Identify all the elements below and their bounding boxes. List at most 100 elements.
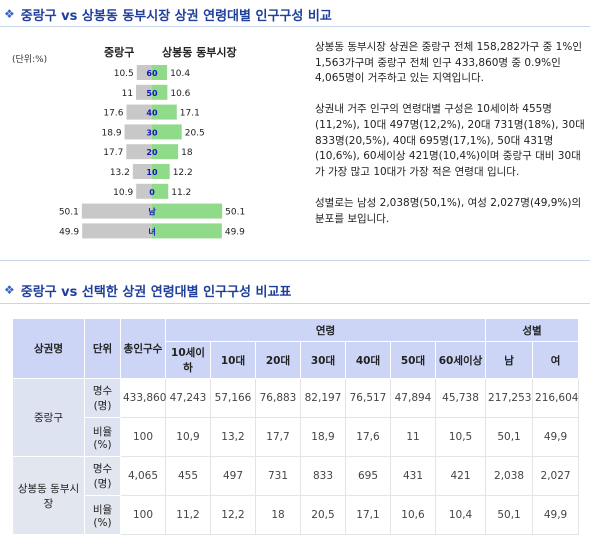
category-label: 남 (148, 207, 156, 217)
table-cell: 100 (120, 417, 166, 457)
data-label-left: 18.9 (102, 128, 122, 138)
header-age: 10세이하 (165, 341, 211, 379)
bar-left (136, 183, 152, 199)
table-cell: 45,738 (434, 378, 487, 418)
table-cell: 17,7 (255, 417, 301, 457)
bar-right (152, 183, 169, 199)
data-label-left: 49.9 (59, 227, 79, 237)
bar-right (152, 223, 222, 239)
description-paragraph-2: 상권내 거주 인구의 연령대별 구성은 10세이하 455명(11,2%), 1… (315, 103, 585, 178)
table-cell: 695 (345, 456, 391, 496)
unit-note: (단위:%) (12, 55, 48, 65)
bar-left (81, 203, 152, 219)
table-cell: 421 (434, 456, 487, 496)
data-label-left: 11 (122, 89, 133, 99)
table-cell: 50,1 (485, 417, 534, 457)
category-label: 30 (146, 128, 158, 137)
category-label: 40 (146, 109, 158, 118)
table-cell: 731 (255, 456, 301, 496)
section-title-2: ❖ 중랑구 vs 선택한 상권 연령대별 인구구성 비교표 (4, 279, 291, 301)
row-unit-label: 비율(%) (84, 495, 121, 535)
header-gender-group: 성별 (485, 318, 580, 342)
description-paragraph-1: 상봉동 동부시장 상권은 중랑구 전체 158,282가구 중 1%인 1,56… (315, 41, 582, 85)
category-label: 50 (146, 89, 158, 98)
table-cell: 20,5 (300, 495, 346, 535)
section-title-2-text: 중랑구 vs 선택한 상권 연령대별 인구구성 비교표 (20, 284, 292, 300)
header-age-group: 연령 (164, 318, 487, 342)
bar-left (132, 164, 152, 179)
category-label: 10 (146, 168, 158, 177)
table-cell: 18,9 (300, 417, 346, 457)
table-row: 상봉동 동부시장 명수(명) 4,065 455 497 731 833 695… (12, 456, 580, 535)
table-cell: 17,1 (345, 495, 391, 535)
table-cell: 13,2 (210, 417, 256, 457)
table-cell: 11 (390, 417, 436, 457)
header-gender: 여 (532, 341, 580, 379)
population-pyramid-chart: 10.5 10.4 60 11 10.6 50 17.6 17.1 40 18.9 20.5 30 17… (59, 65, 245, 239)
row-area-name: 중랑구 (12, 378, 85, 457)
table-cell: 76,517 (345, 378, 391, 418)
table-row: 비율(%) 100 11,2 12,2 18 20,5 17,1 10,6 10… (13, 495, 580, 535)
comparison-table: 상권명 단위 총인구수 연령 성별 10세이하 10대 20대 30대 40대 … (12, 318, 580, 535)
table-cell: 10,9 (165, 417, 211, 457)
bar-right (152, 104, 177, 120)
bar-left (126, 144, 152, 160)
bar-right (152, 164, 170, 179)
bar-right (152, 84, 168, 100)
table-row: 중랑구 명수(명) 433,860 47,243 57,166 76,883 8… (12, 378, 580, 457)
row-unit-label: 비율(%) (84, 417, 121, 457)
right-series-label: 상봉동 동부시장 (162, 46, 237, 59)
table-cell: 833 (300, 456, 346, 496)
bar-right (152, 203, 223, 219)
bar-right (152, 144, 179, 160)
category-label: 0 (149, 188, 155, 197)
section-divider-2b (0, 303, 590, 304)
header-age: 20대 (255, 341, 301, 379)
bar-left (136, 84, 152, 100)
table-cell: 50,1 (485, 495, 534, 535)
table-cell: 82,197 (300, 378, 346, 418)
data-label-right: 12.2 (173, 168, 193, 178)
header-unit: 단위 (84, 318, 121, 379)
table-header-row-2: 10세이하 10대 20대 30대 40대 50대 60세이상 남 여 (13, 341, 580, 379)
data-label-right: 49.9 (225, 227, 245, 237)
diamond-bullet-icon: ❖ (4, 7, 15, 21)
table-cell: 431 (390, 456, 436, 496)
table-cell: 216,604 (532, 378, 580, 418)
data-label-left: 13.2 (110, 168, 130, 178)
data-label-right: 10.6 (170, 89, 190, 99)
row-unit-label: 명수(명) (84, 456, 121, 496)
table-cell: 217,253 (485, 378, 534, 418)
table-cell: 57,166 (210, 378, 256, 418)
section-title-1: ❖ 중랑구 vs 상봉동 동부시장 상권 연령대별 인구구성 비교 (4, 3, 332, 25)
bar-left (126, 104, 152, 120)
table-cell: 455 (165, 456, 211, 496)
bar-left (136, 65, 152, 80)
table-row: 비율(%) 100 10,9 13,2 17,7 18,9 17,6 11 10… (13, 417, 580, 457)
category-label: 녀 (148, 226, 155, 236)
data-label-right: 18 (181, 148, 193, 158)
table-cell: 49,9 (532, 417, 580, 457)
table-cell: 4,065 (120, 456, 166, 496)
header-total: 총인구수 (120, 318, 166, 379)
bar-right (152, 124, 182, 140)
header-area: 상권명 (12, 318, 85, 379)
data-label-right: 10.4 (170, 69, 190, 79)
section-divider-1 (0, 26, 590, 27)
diamond-bullet-icon: ❖ (4, 283, 15, 297)
table-cell: 10,6 (390, 495, 436, 535)
header-gender: 남 (485, 341, 534, 379)
table-cell: 12,2 (210, 495, 256, 535)
row-area-name: 상봉동 동부시장 (12, 456, 85, 535)
header-age: 50대 (390, 341, 436, 379)
left-series-label: 중랑구 (104, 46, 135, 59)
header-age: 10대 (210, 341, 256, 379)
table-cell: 433,860 (120, 378, 166, 418)
table-cell: 76,883 (255, 378, 301, 418)
category-label: 60 (146, 69, 158, 78)
table-cell: 17,6 (345, 417, 391, 457)
table-cell: 100 (120, 495, 166, 535)
row-unit-label: 명수(명) (84, 378, 121, 418)
description-panel: 상봉동 동부시장 상권은 중랑구 전체 158,282가구 중 1%인 1,56… (315, 40, 585, 243)
header-age: 30대 (300, 341, 346, 379)
